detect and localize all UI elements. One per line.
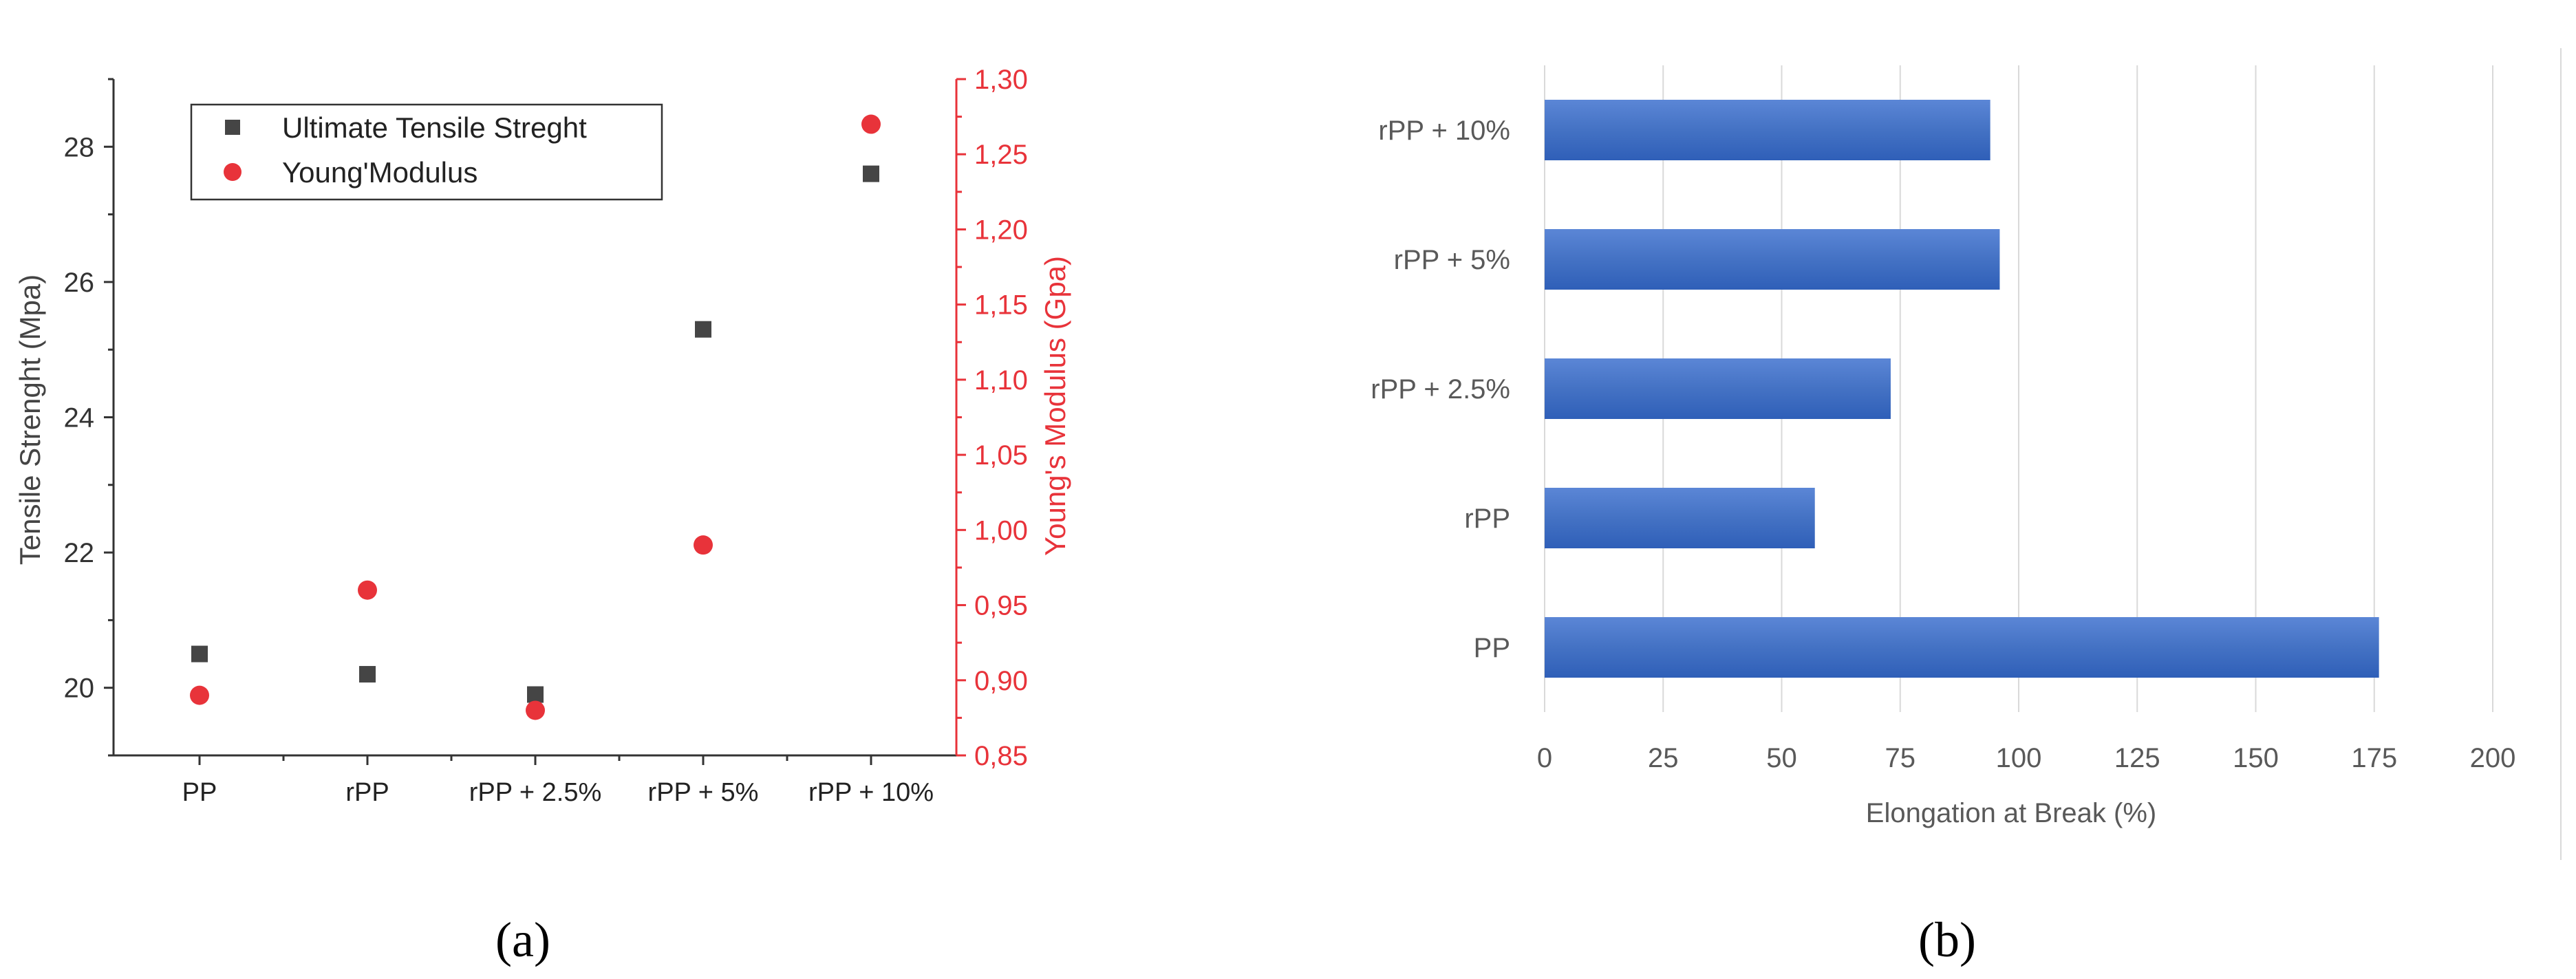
chart-b-x-tick-label: 150 xyxy=(2233,743,2279,773)
chart-b-x-tick-label: 125 xyxy=(2114,743,2160,773)
chart-a-x-tick-label: rPP + 5% xyxy=(648,778,759,807)
tensile-point xyxy=(191,645,208,663)
chart-a-right-tick-label: 1,15 xyxy=(974,290,1028,321)
legend-square-marker xyxy=(225,120,240,135)
chart-a-right-tick-label: 1,20 xyxy=(974,215,1028,245)
chart-b-x-tick-label: 175 xyxy=(2351,743,2397,773)
chart-a-x-tick-label: rPP xyxy=(345,778,389,807)
chart-b-category-label: rPP + 2.5% xyxy=(1371,374,1510,405)
chart-b: 0 25 50 75 100 125 150 175 200 PP rPP rPP + 2.5% rPP… xyxy=(1371,48,2562,967)
elongation-bar xyxy=(1545,358,1891,419)
chart-b-x-tick-label: 25 xyxy=(1648,743,1679,773)
modulus-point xyxy=(861,114,881,134)
chart-a-x-tick-label: PP xyxy=(182,778,217,807)
chart-b-x-tick-label: 50 xyxy=(1766,743,1797,773)
elongation-bar xyxy=(1545,229,2000,290)
chart-a-x-tick-label: rPP + 2.5% xyxy=(469,778,602,807)
chart-a-points xyxy=(190,114,881,720)
legend-label-modulus: Young'Modulus xyxy=(282,156,477,189)
chart-b-x-tick-label: 100 xyxy=(1996,743,2042,773)
chart-a-right-tick-label: 1,25 xyxy=(974,140,1028,170)
chart-a-legend: Ultimate Tensile Streght Young'Modulus xyxy=(190,103,663,201)
tensile-point xyxy=(863,165,879,182)
chart-a-right-tick-label: 0,90 xyxy=(974,666,1028,696)
panel-label-b: (b) xyxy=(1918,912,1976,967)
elongation-bar xyxy=(1545,488,1815,548)
chart-b-x-tick-label: 75 xyxy=(1885,743,1916,773)
chart-a-left-tick-label: 26 xyxy=(64,268,95,298)
tensile-point xyxy=(695,321,711,338)
chart-b-x-tick-label: 0 xyxy=(1537,743,1552,773)
chart-a-y-axis-title: Tensile Strenght (Mpa) xyxy=(14,275,46,566)
chart-b-category-label: rPP xyxy=(1464,504,1510,534)
modulus-point xyxy=(694,535,713,555)
chart-a-left-tick-label: 22 xyxy=(64,538,95,568)
legend-label-tensile: Ultimate Tensile Streght xyxy=(282,111,587,144)
elongation-bar xyxy=(1545,617,2379,678)
chart-a-right-tick-label: 0,95 xyxy=(974,591,1028,621)
legend-circle-marker xyxy=(224,163,242,181)
modulus-point xyxy=(526,700,545,720)
chart-a-right-tick-label: 0,85 xyxy=(974,741,1028,771)
chart-a-right-tick-label: 1,10 xyxy=(974,365,1028,396)
chart-b-ticks: 0 25 50 75 100 125 150 175 200 PP rPP rPP + 2.5% rPP… xyxy=(1371,116,2515,773)
panel-label-a: (a) xyxy=(495,912,550,967)
legend-box xyxy=(190,103,663,201)
chart-b-x-tick-label: 200 xyxy=(2470,743,2516,773)
chart-a-left-tick-label: 20 xyxy=(64,674,95,704)
chart-b-category-label: PP xyxy=(1474,633,1510,663)
chart-b-category-label: rPP + 5% xyxy=(1394,245,1510,275)
chart-a: 20 22 24 26 28 0,85 0,90 0,95 1,00 1,05 1,10 1,15 1,… xyxy=(14,65,1071,967)
modulus-point xyxy=(358,580,377,600)
chart-a-right-tick-label: 1,30 xyxy=(974,65,1028,95)
tensile-point xyxy=(359,666,376,683)
chart-b-category-label: rPP + 10% xyxy=(1378,116,1510,146)
chart-a-y2-axis-title: Young's Modulus (Gpa) xyxy=(1039,256,1071,556)
tensile-point xyxy=(527,686,544,703)
chart-a-right-tick-label: 1,05 xyxy=(974,440,1028,471)
chart-a-x-tick-label: rPP + 10% xyxy=(808,778,934,807)
chart-b-bars xyxy=(1545,100,2379,678)
chart-a-left-tick-label: 24 xyxy=(64,403,95,433)
chart-a-right-tick-label: 1,00 xyxy=(974,515,1028,546)
modulus-point xyxy=(190,685,209,705)
chart-a-ticks: 20 22 24 26 28 0,85 0,90 0,95 1,00 1,05 1,10 1,15 1,… xyxy=(64,65,1028,807)
elongation-bar xyxy=(1545,100,1990,160)
chart-b-x-axis-title: Elongation at Break (%) xyxy=(1866,798,2156,828)
chart-a-left-tick-label: 28 xyxy=(64,132,95,162)
